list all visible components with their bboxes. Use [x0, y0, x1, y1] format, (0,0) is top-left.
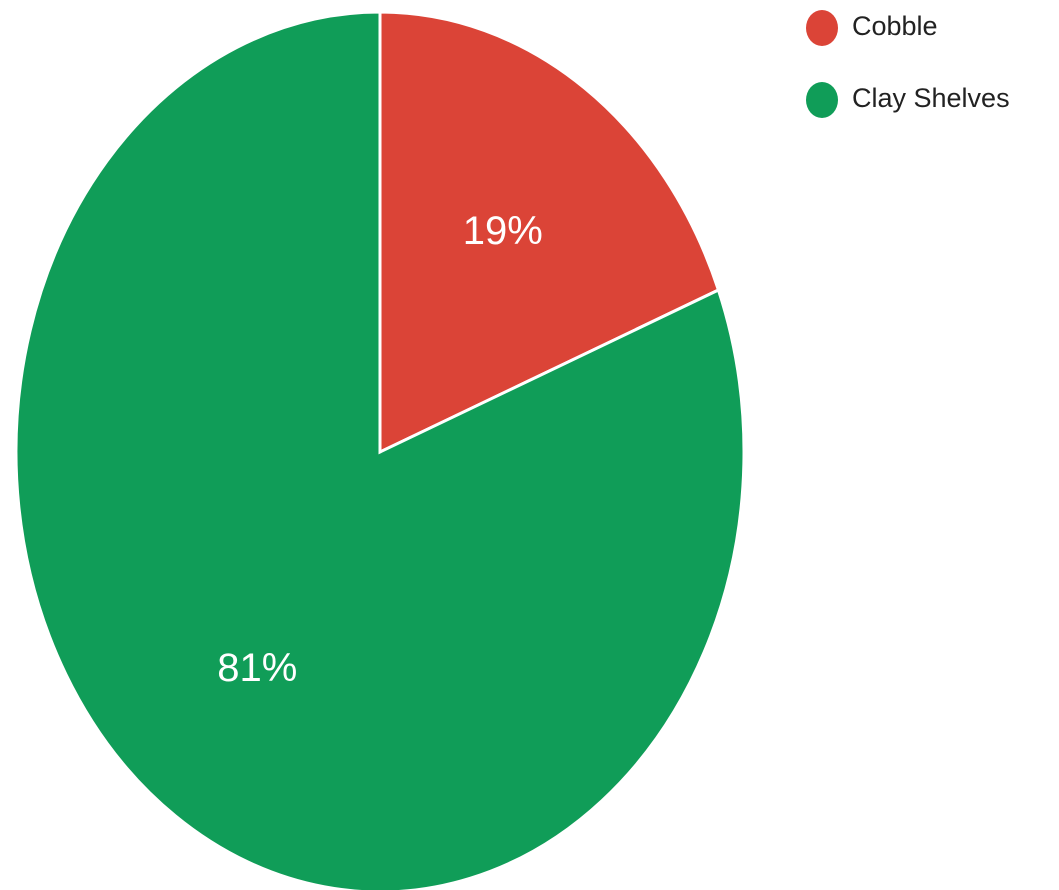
legend-label-cobble: Cobble	[852, 11, 938, 41]
slice-labels-layer: 19% 81%	[217, 209, 543, 690]
pie-slice-clay-shelves	[14, 10, 746, 890]
pie-slice-cobble	[378, 10, 721, 455]
slices-layer	[14, 10, 746, 890]
legend-marker-clay-shelves	[806, 82, 838, 118]
legend-label-clay-shelves: Clay Shelves	[852, 83, 1010, 113]
legend-marker-cobble	[806, 10, 838, 46]
slice-label-cobble: 19%	[463, 209, 543, 253]
slice-label-clay-shelves: 81%	[217, 646, 297, 690]
legend: Cobble Clay Shelves	[806, 10, 1010, 118]
